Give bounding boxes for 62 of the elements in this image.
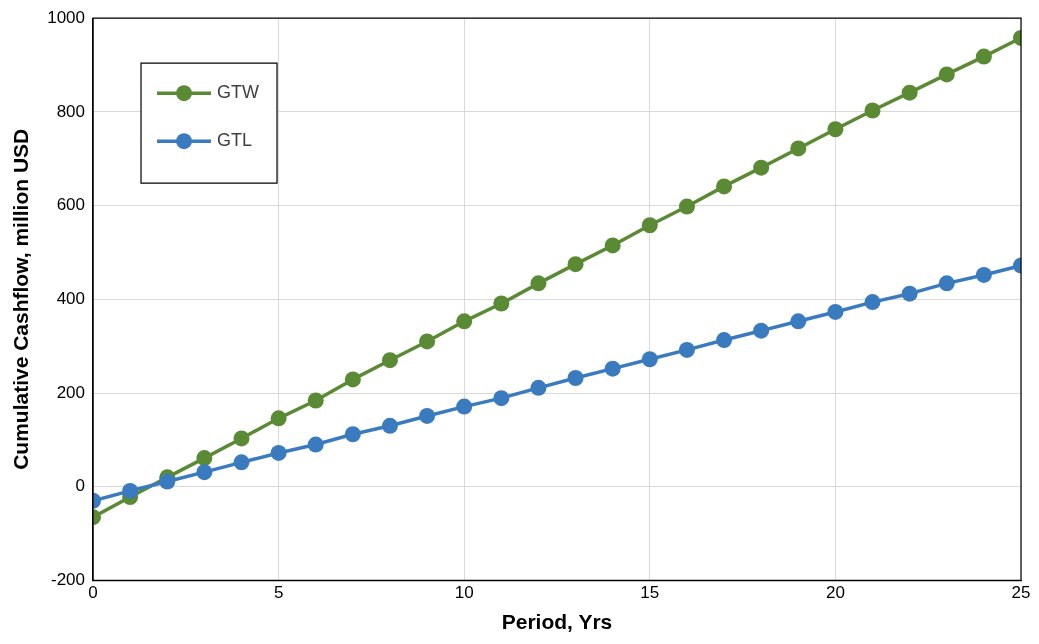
point (901, 285, 918, 302)
point (196, 450, 213, 467)
point (493, 295, 510, 312)
x-tick-label: 15 (640, 583, 660, 603)
point (419, 333, 436, 350)
point (344, 371, 361, 388)
point (307, 436, 324, 453)
point (827, 121, 844, 138)
y-tick-label: 0 (75, 476, 86, 496)
point (864, 294, 881, 311)
point (975, 266, 992, 283)
point (159, 473, 176, 490)
y-axis-title: Cumulative Cashflow, million USD (9, 128, 33, 470)
point (196, 464, 213, 481)
legend-label: GTW (217, 82, 260, 103)
point (975, 48, 992, 65)
point (864, 102, 881, 119)
point (530, 275, 547, 292)
point (493, 390, 510, 407)
point (567, 370, 584, 387)
x-tick-label: 20 (825, 583, 845, 603)
y-tick-label: 400 (56, 288, 86, 308)
point (456, 313, 473, 330)
point (456, 398, 473, 415)
x-tick-label: 5 (273, 583, 284, 603)
point (641, 351, 658, 368)
point (270, 444, 287, 461)
point (567, 256, 584, 273)
point (938, 275, 955, 292)
point (604, 360, 621, 377)
x-tick-label: 10 (454, 583, 474, 603)
point (381, 417, 398, 434)
point (790, 313, 807, 330)
point (381, 352, 398, 369)
point (641, 217, 658, 234)
y-tick-label: -200 (50, 570, 86, 590)
point (419, 407, 436, 424)
point (233, 430, 250, 447)
point (678, 198, 695, 215)
x-axis-title: Period, Yrs (501, 610, 613, 634)
point (716, 332, 733, 349)
point (604, 237, 621, 254)
point (753, 159, 770, 176)
point (270, 410, 287, 427)
legend-label: GTL (217, 130, 253, 151)
y-tick-label: 800 (56, 101, 86, 121)
y-tick-label: 200 (56, 382, 86, 402)
point (307, 392, 324, 409)
point (122, 482, 139, 499)
point (901, 84, 918, 101)
point (344, 426, 361, 443)
y-tick-label: 1000 (47, 7, 86, 27)
point (530, 379, 547, 396)
y-tick-label: 600 (56, 195, 86, 215)
x-tick-label: 25 (1011, 583, 1031, 603)
point (938, 66, 955, 83)
point (790, 140, 807, 157)
point (827, 303, 844, 320)
point (678, 341, 695, 358)
point (233, 454, 250, 471)
point (716, 178, 733, 195)
point (753, 322, 770, 339)
